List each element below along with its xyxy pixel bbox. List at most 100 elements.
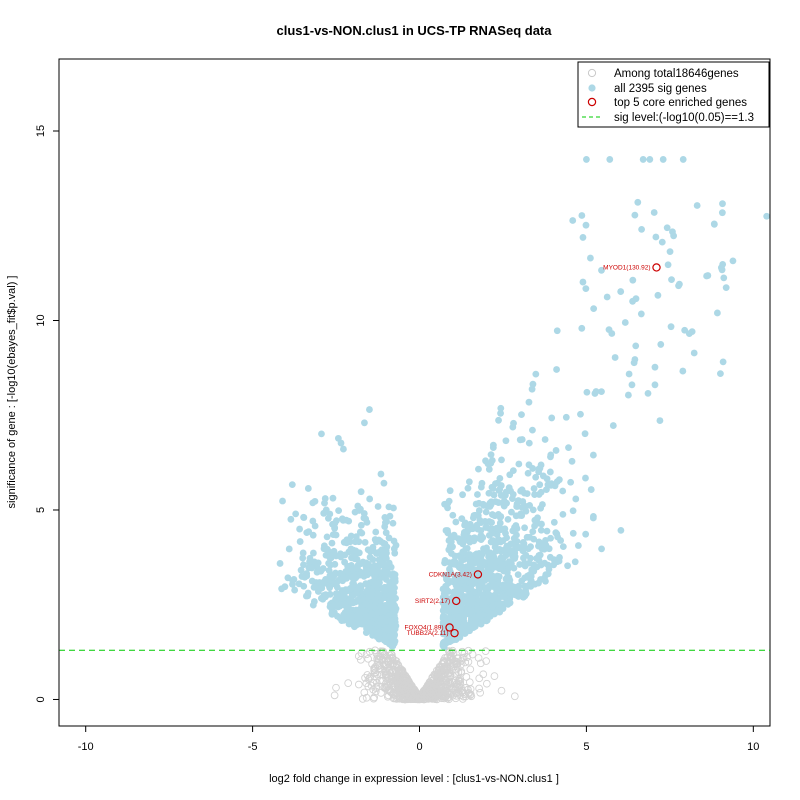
sig-gene-point — [550, 518, 558, 526]
sig-gene-point — [329, 573, 337, 581]
sig-gene-point — [704, 272, 712, 279]
sig-gene-point — [362, 515, 370, 523]
sig-gene-point — [516, 436, 524, 444]
y-tick-label: 15 — [35, 125, 47, 137]
sig-gene-point — [489, 485, 497, 492]
gene-point — [409, 695, 417, 703]
sig-gene-point — [525, 461, 533, 469]
gene-point — [441, 683, 450, 692]
sig-gene-point — [729, 257, 737, 265]
sig-gene-point — [302, 592, 310, 600]
sig-gene-point — [483, 585, 490, 592]
sig-gene-point — [299, 554, 307, 562]
sig-gene-point — [366, 495, 374, 503]
sig-gene-point — [582, 221, 590, 229]
sig-gene-point — [458, 557, 466, 565]
sig-gene-point — [342, 516, 350, 524]
sig-gene-point — [455, 615, 463, 623]
sig-gene-point — [364, 560, 372, 568]
sig-gene-point — [497, 404, 505, 412]
gene-point — [475, 674, 484, 683]
sig-gene-point — [487, 498, 495, 506]
sig-gene-point — [617, 288, 625, 295]
sig-gene-point — [651, 381, 659, 389]
sig-gene-point — [719, 200, 726, 208]
gene-point — [387, 687, 395, 696]
sig-gene-point — [552, 447, 560, 454]
sig-gene-point — [505, 558, 513, 566]
core-gene-point — [473, 570, 483, 579]
sig-gene-point — [520, 589, 528, 597]
points-layer — [276, 156, 771, 704]
gene-point — [456, 691, 465, 700]
sig-gene-point — [350, 546, 357, 554]
sig-gene-point — [629, 276, 637, 284]
sig-gene-point — [518, 411, 525, 418]
sig-gene-point — [287, 515, 295, 523]
sig-gene-point — [276, 560, 284, 567]
sig-gene-point — [582, 285, 590, 293]
sig-gene-point — [559, 543, 567, 551]
sig-gene-point — [340, 611, 347, 619]
sig-gene-point — [582, 530, 590, 538]
sig-gene-point — [372, 528, 380, 536]
sig-gene-point — [366, 553, 374, 561]
gene-point — [454, 668, 463, 676]
sig-gene-point — [390, 537, 398, 545]
sig-gene-point — [608, 330, 616, 337]
sig-gene-point — [328, 610, 336, 618]
sig-gene-point — [445, 497, 453, 505]
sig-gene-point — [719, 358, 727, 366]
sig-gene-point — [458, 515, 466, 523]
sig-gene-point — [534, 514, 541, 522]
sig-gene-point — [547, 534, 554, 542]
sig-gene-point — [539, 472, 547, 480]
sig-gene-point — [449, 543, 456, 551]
sig-gene-point — [460, 537, 468, 545]
gene-point — [376, 652, 385, 661]
gene-point — [450, 662, 458, 671]
sig-gene-point — [509, 423, 517, 431]
sig-gene-point — [334, 434, 342, 442]
sig-gene-point — [690, 349, 698, 357]
sig-gene-point — [474, 525, 482, 533]
sig-gene-point — [485, 489, 493, 497]
sig-gene-point — [496, 474, 504, 482]
sig-gene-point — [355, 597, 362, 605]
gene-point — [385, 686, 394, 695]
gene-point — [466, 665, 475, 674]
legend-core-genes-text: top 5 core enriched genes — [614, 97, 747, 109]
sig-gene-point — [381, 540, 389, 548]
sig-gene-point — [391, 578, 399, 586]
x-tick-label: 5 — [583, 741, 589, 753]
sig-gene-point — [311, 522, 319, 530]
sig-gene-point — [544, 570, 552, 578]
sig-gene-point — [675, 280, 683, 288]
sig-gene-point — [589, 514, 597, 522]
sig-gene-point — [359, 558, 367, 566]
sig-gene-point — [474, 553, 482, 560]
sig-gene-point — [332, 531, 340, 539]
sig-gene-point — [391, 605, 398, 613]
sig-gene-point — [278, 585, 286, 593]
sig-gene-point — [603, 293, 611, 301]
sig-gene-point — [442, 602, 449, 610]
sig-gene-point — [321, 499, 328, 507]
gene-point — [458, 654, 467, 663]
sig-gene-point — [475, 465, 482, 473]
gene-point — [344, 679, 353, 687]
gene-point — [446, 679, 455, 688]
sig-gene-point — [553, 478, 561, 486]
core-genes-layer: MYOD1(130.92) CDKN1A(3.42) SIRT2(2.17) FOXO… — [405, 263, 661, 638]
sig-gene-point — [349, 598, 357, 605]
sig-gene-point — [713, 309, 721, 317]
sig-gene-point — [717, 370, 724, 377]
sig-gene-point — [330, 547, 338, 555]
sig-gene-point — [350, 573, 357, 580]
sig-gene-point — [335, 576, 343, 584]
sig-gene-point — [529, 380, 537, 388]
sig-gene-point — [632, 295, 640, 303]
core-gene-label: SIRT2(2.17) — [415, 598, 450, 605]
sig-gene-point — [473, 604, 481, 612]
gene-point — [380, 650, 389, 659]
